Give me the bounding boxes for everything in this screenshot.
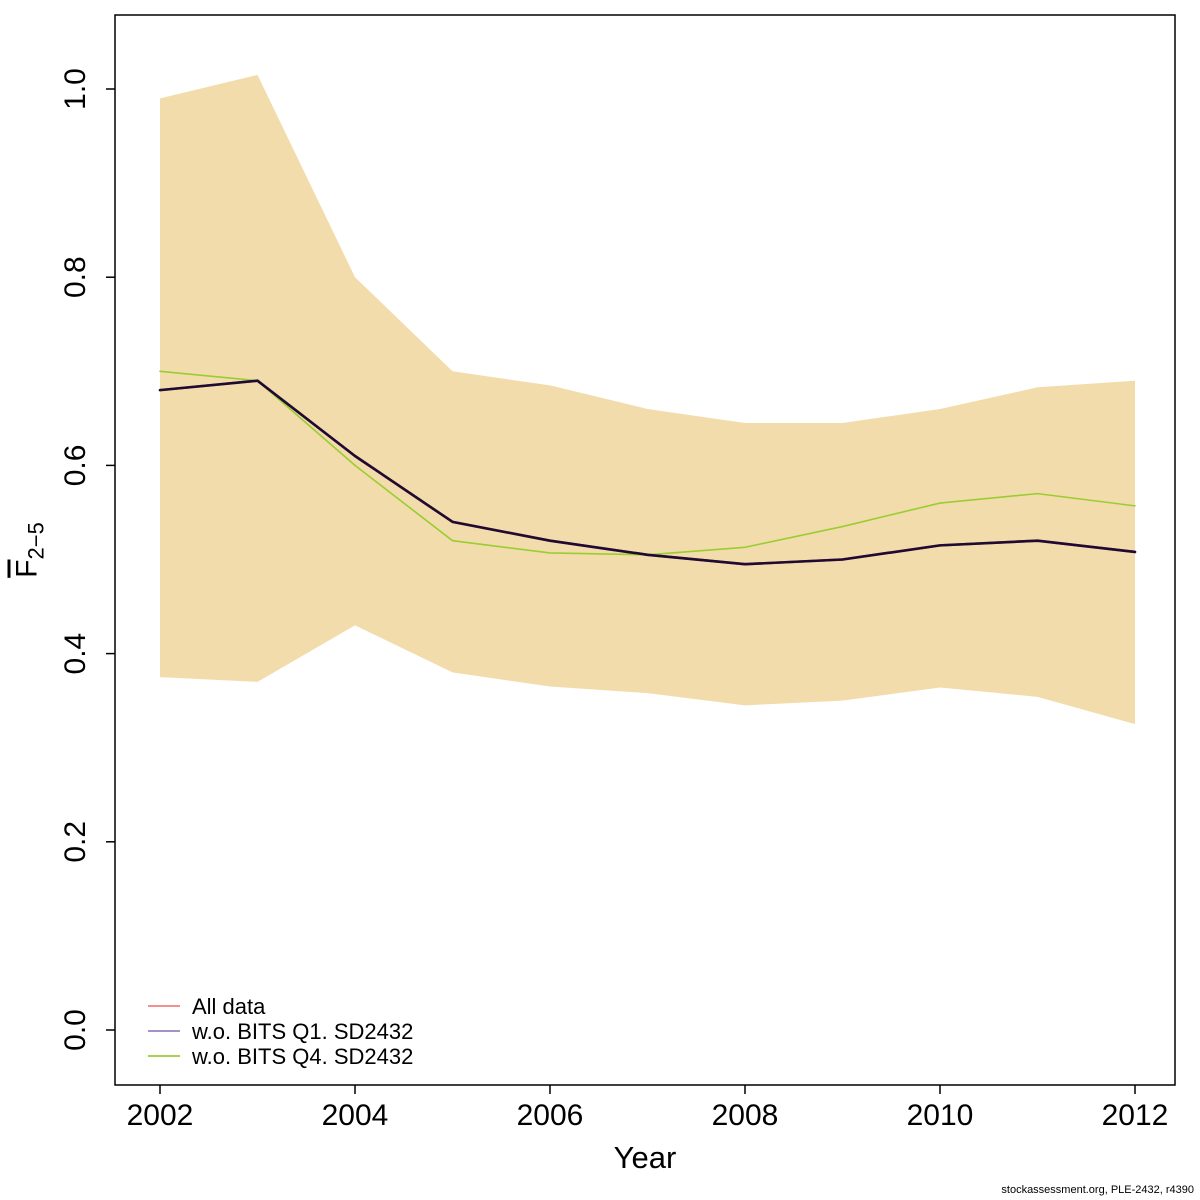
legend-label: w.o. BITS Q4. SD2432 [191,1044,413,1069]
y-tick-label: 0.8 [59,256,92,298]
y-axis-title: F2−5 [11,522,50,578]
plot-border [114,14,1176,1086]
y-axis-title-main: F [10,559,44,578]
source-attribution: stockassessment.org, PLE-2432, r4390 [1001,1184,1194,1196]
x-axis-title: Year [613,1140,677,1175]
confidence-band [160,74,1135,725]
y-axis-title-sub: 2−5 [23,522,49,560]
x-tick-label: 2006 [517,1099,584,1132]
x-tick-label: 2008 [712,1099,779,1132]
legend-label: All data [192,994,266,1019]
x-tick-label: 2004 [322,1099,389,1132]
y-tick-label: 0.0 [59,1009,92,1051]
y-tick-label: 0.4 [59,633,92,675]
y-tick-label: 1.0 [59,68,92,110]
x-tick-label: 2010 [907,1099,974,1132]
series-line [158,379,1137,566]
x-tick-label: 2002 [127,1099,194,1132]
y-tick-label: 0.6 [59,445,92,487]
y-tick-label: 0.2 [59,821,92,863]
legend-label: w.o. BITS Q1. SD2432 [191,1019,413,1044]
x-tick-label: 2012 [1102,1099,1169,1132]
